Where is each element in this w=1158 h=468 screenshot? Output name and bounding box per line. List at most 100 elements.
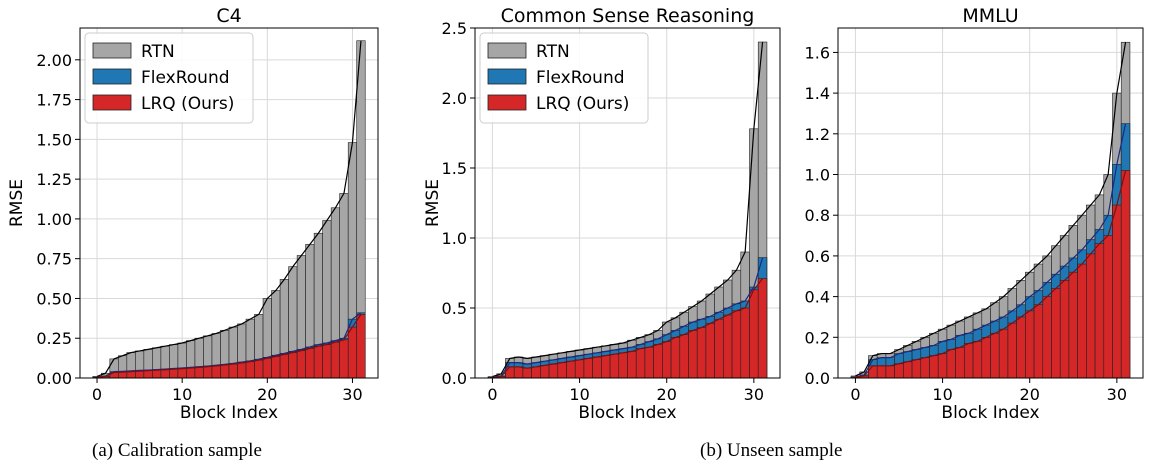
- bar-lrq-ours-: [186, 367, 196, 379]
- bar-lrq-ours-: [618, 352, 628, 379]
- y-tick-label: 2.5: [442, 19, 467, 38]
- bar-lrq-ours-: [513, 366, 524, 379]
- series-line-lrq-ours-: [855, 170, 1127, 378]
- bar-lrq-ours-: [723, 314, 733, 379]
- y-tick-label: 1.0: [442, 229, 467, 248]
- legend-label: RTN: [536, 42, 570, 62]
- series-line-lrq-ours-: [492, 278, 764, 378]
- bar-lrq-ours-: [990, 332, 1000, 379]
- x-tick-label: 30: [342, 385, 362, 404]
- bar-lrq-ours-: [920, 357, 930, 379]
- bar-lrq-ours-: [609, 353, 620, 379]
- bar-lrq-ours-: [1059, 280, 1070, 379]
- bar-lrq-ours-: [731, 310, 742, 379]
- bar-lrq-ours-: [356, 314, 366, 379]
- bar-lrq-ours-: [531, 366, 541, 379]
- y-tick-label: 1.0: [805, 166, 830, 185]
- bar-lrq-ours-: [1068, 271, 1078, 379]
- bar-lrq-ours-: [237, 362, 247, 379]
- series-line-flexround: [492, 257, 764, 378]
- x-axis-label: Block Index: [180, 403, 278, 423]
- y-tick-label: 1.2: [805, 125, 830, 144]
- bar-lrq-ours-: [160, 369, 170, 379]
- series-line-lrq-ours-: [96, 314, 362, 378]
- bar-lrq-ours-: [688, 330, 698, 379]
- bar-lrq-ours-: [557, 362, 567, 379]
- bar-lrq-ours-: [118, 371, 128, 379]
- bar-lrq-ours-: [203, 366, 213, 379]
- bar-lrq-ours-: [627, 351, 637, 379]
- y-tick-label: 0.25: [36, 329, 72, 348]
- bar-lrq-ours-: [1086, 253, 1096, 379]
- chart-title: Common Sense Reasoning: [501, 5, 755, 27]
- caption-unseen: (b) Unseen sample: [700, 440, 843, 461]
- bar-lrq-ours-: [288, 352, 298, 379]
- x-axis-label: Block Index: [941, 403, 1039, 423]
- bar-lrq-ours-: [903, 361, 913, 379]
- bar-lrq-ours-: [505, 366, 515, 379]
- bar-lrq-ours-: [322, 344, 332, 379]
- bar-lrq-ours-: [1094, 243, 1105, 379]
- bar-lrq-ours-: [592, 356, 602, 379]
- y-tick-label: 1.4: [805, 84, 830, 103]
- bar-lrq-ours-: [955, 347, 965, 379]
- legend-swatch: [487, 42, 527, 59]
- bar-lrq-ours-: [245, 361, 255, 379]
- legend: RTN FlexRound LRQ (Ours): [479, 32, 649, 124]
- series-line-rtn: [96, 40, 362, 377]
- bar-lrq-ours-: [522, 367, 532, 379]
- legend-label: RTN: [141, 42, 175, 62]
- y-tick-label: 1.75: [36, 91, 72, 110]
- bar-lrq-ours-: [757, 278, 768, 379]
- bar-lrq-ours-: [583, 358, 593, 379]
- subplot-1: 0.0 0.5 1.0 1.5 2.0 2.5 0 10 20 30 Common Sense Re…: [423, 5, 781, 423]
- y-tick-label: 0.75: [36, 250, 72, 269]
- bar-lrq-ours-: [705, 323, 715, 379]
- bar-lrq-ours-: [330, 341, 340, 379]
- bar-lrq-ours-: [696, 327, 707, 379]
- bar-lrq-ours-: [313, 345, 323, 379]
- y-axis-label: RMSE: [7, 179, 27, 227]
- bar-lrq-ours-: [1051, 288, 1061, 379]
- series-line-rtn: [492, 41, 764, 378]
- bar-lrq-ours-: [937, 353, 948, 379]
- bar-lrq-ours-: [262, 357, 272, 379]
- legend-label: FlexRound: [536, 68, 625, 88]
- y-tick-label: 1.6: [805, 43, 830, 62]
- subplot-0: 0.00 0.25 0.50 0.75 1.00 1.25 1.50 1.75 2.00 0 10 2…: [7, 5, 379, 423]
- x-axis-label: Block Index: [578, 403, 676, 423]
- bar-lrq-ours-: [670, 337, 681, 379]
- bar-lrq-ours-: [271, 356, 281, 379]
- bar-lrq-ours-: [228, 363, 238, 379]
- x-tick-label: 10: [569, 385, 589, 404]
- bar-lrq-ours-: [1120, 170, 1131, 379]
- x-tick-label: 0: [850, 385, 860, 404]
- y-tick-label: 1.5: [442, 159, 467, 178]
- bar-lrq-ours-: [296, 350, 306, 379]
- bar-lrq-ours-: [1033, 304, 1044, 379]
- bar-lrq-ours-: [126, 371, 136, 379]
- bar-lrq-ours-: [279, 354, 289, 379]
- legend-swatch: [92, 42, 132, 59]
- y-tick-label: 0.8: [805, 206, 830, 225]
- bar-lrq-ours-: [929, 355, 939, 379]
- y-tick-label: 1.00: [36, 210, 72, 229]
- bar-lrq-ours-: [911, 359, 922, 379]
- bar-lrq-ours-: [548, 363, 559, 379]
- bar-lrq-ours-: [169, 368, 179, 379]
- bar-lrq-ours-: [714, 318, 724, 379]
- bar-lrq-ours-: [749, 289, 759, 379]
- chart-title: C4: [216, 5, 241, 27]
- bar-lrq-ours-: [566, 360, 576, 379]
- y-axis-label: RMSE: [423, 179, 443, 227]
- bar-lrq-ours-: [601, 355, 611, 379]
- axes-frame: [837, 27, 1144, 379]
- x-tick-label: 30: [1107, 385, 1127, 404]
- bar-lrq-ours-: [998, 328, 1009, 379]
- legend-label: FlexRound: [141, 68, 230, 88]
- y-tick-label: 0.50: [36, 289, 72, 308]
- y-tick-label: 0.4: [805, 288, 830, 307]
- bar-lrq-ours-: [946, 349, 956, 379]
- x-tick-label: 10: [172, 385, 192, 404]
